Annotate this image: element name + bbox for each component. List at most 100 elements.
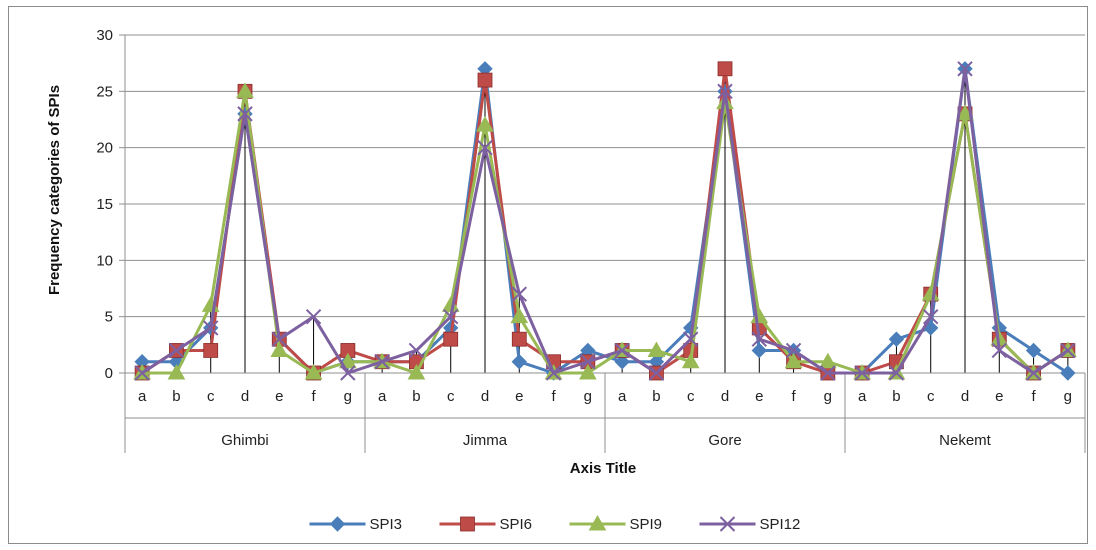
data-point [271, 331, 287, 347]
legend-item-spi3: SPI3 [309, 516, 402, 533]
group-label: Nekemt [939, 432, 992, 449]
x-marker-stroke [134, 365, 150, 381]
data-point [374, 354, 390, 370]
y-axis-ticks: 0 5 10 15 20 25 30 [96, 27, 125, 382]
data-point [818, 352, 837, 369]
x-tick-label: c [687, 388, 695, 405]
legend-label: SPI6 [500, 516, 533, 533]
legend-marker [329, 516, 346, 532]
x-marker-stroke [203, 320, 219, 336]
x-tick-label: c [447, 388, 455, 405]
data-point [1025, 365, 1042, 381]
data-point [614, 342, 630, 359]
x-marker-stroke [511, 286, 527, 302]
data-point [510, 307, 529, 324]
x-tick-label: g [344, 388, 352, 405]
data-point [681, 352, 700, 369]
data-point [991, 342, 1007, 359]
x-tick-label: b [412, 388, 420, 405]
x-tick-label: g [1064, 388, 1072, 405]
data-point [888, 365, 905, 381]
x-axis-ticks: a b c d e f g a b c d e f g a b c d e f g a b c d e f g Ghimbi Jimma G… [124, 373, 1086, 453]
y-tick-label: 10 [96, 252, 113, 269]
data-point [477, 139, 493, 156]
data-point [168, 342, 185, 359]
x-tick-label: d [481, 388, 489, 405]
data-point [648, 365, 665, 381]
x-tick-label: d [241, 388, 249, 405]
x-marker-stroke [1025, 365, 1042, 381]
data-point [957, 61, 973, 77]
data-point [785, 342, 802, 359]
data-point [407, 363, 426, 380]
x-marker-stroke [477, 139, 493, 156]
x-tick-label: b [652, 388, 660, 405]
data-point [477, 72, 493, 88]
data-point [751, 331, 767, 347]
x-marker-stroke [443, 308, 459, 325]
x-marker-stroke [717, 83, 733, 100]
data-point [717, 61, 733, 77]
x-marker-stroke [751, 331, 767, 347]
y-axis-title: Frequency categories of SPIs [46, 85, 63, 295]
data-point [304, 363, 323, 380]
data-point [578, 363, 597, 380]
data-point [820, 365, 836, 381]
group-label: Gore [708, 432, 741, 449]
x-tick-label: a [138, 388, 147, 405]
x-marker-stroke [614, 342, 630, 359]
x-tick-label: g [824, 388, 832, 405]
chart-frame: 0 5 10 15 20 25 30 a b c d e f g a b c d e f g a b c d e f g a b c d e f… [8, 6, 1088, 544]
x-tick-label: f [311, 388, 316, 405]
y-tick-label: 5 [105, 309, 113, 326]
data-point [167, 363, 186, 380]
x-tick-label: f [1031, 388, 1036, 405]
series-layer [133, 61, 1077, 381]
data-point [476, 116, 494, 132]
x-marker-stroke [991, 342, 1007, 359]
data-point [237, 106, 253, 122]
gridlines [125, 34, 1085, 318]
data-point [717, 83, 733, 100]
x-tick-label: a [858, 388, 867, 405]
data-point [614, 354, 630, 370]
data-point [203, 320, 219, 336]
series-line [141, 67, 1069, 375]
legend-item-spi9: SPI9 [569, 514, 663, 533]
y-tick-label: 20 [96, 140, 113, 157]
x-tick-label: a [618, 388, 627, 405]
data-point [647, 341, 666, 357]
legend-marker [719, 516, 736, 532]
data-point [1060, 365, 1076, 381]
data-point [134, 365, 150, 381]
series-spi9 [133, 82, 1077, 380]
data-point [340, 365, 356, 381]
x-tick-label: e [995, 388, 1003, 405]
y-tick-label: 0 [105, 365, 113, 382]
x-marker-stroke [374, 354, 390, 370]
x-marker-stroke [305, 308, 322, 325]
group-label: Ghimbi [221, 432, 269, 449]
group-label: Jimma [463, 432, 508, 449]
x-tick-label: f [791, 388, 796, 405]
data-point [1060, 342, 1076, 359]
legend-item-spi6: SPI6 [439, 516, 533, 533]
x-marker-stroke [648, 365, 665, 381]
x-marker-stroke [237, 106, 253, 122]
series-line [142, 89, 1069, 375]
data-point [683, 331, 699, 347]
x-marker-stroke [854, 365, 870, 381]
x-marker-stroke [271, 331, 287, 347]
x-marker-stroke [957, 61, 973, 77]
legend-label: SPI9 [630, 516, 663, 533]
data-point [511, 331, 527, 347]
x-marker-stroke [1060, 342, 1076, 359]
legend-label: SPI12 [760, 516, 801, 533]
data-point [236, 82, 254, 98]
y-tick-label: 15 [96, 196, 113, 213]
series-spi12 [134, 61, 1076, 381]
x-marker-stroke [545, 365, 562, 381]
x-marker-stroke [168, 342, 185, 359]
data-point [1025, 342, 1042, 359]
x-marker-stroke [923, 308, 939, 325]
